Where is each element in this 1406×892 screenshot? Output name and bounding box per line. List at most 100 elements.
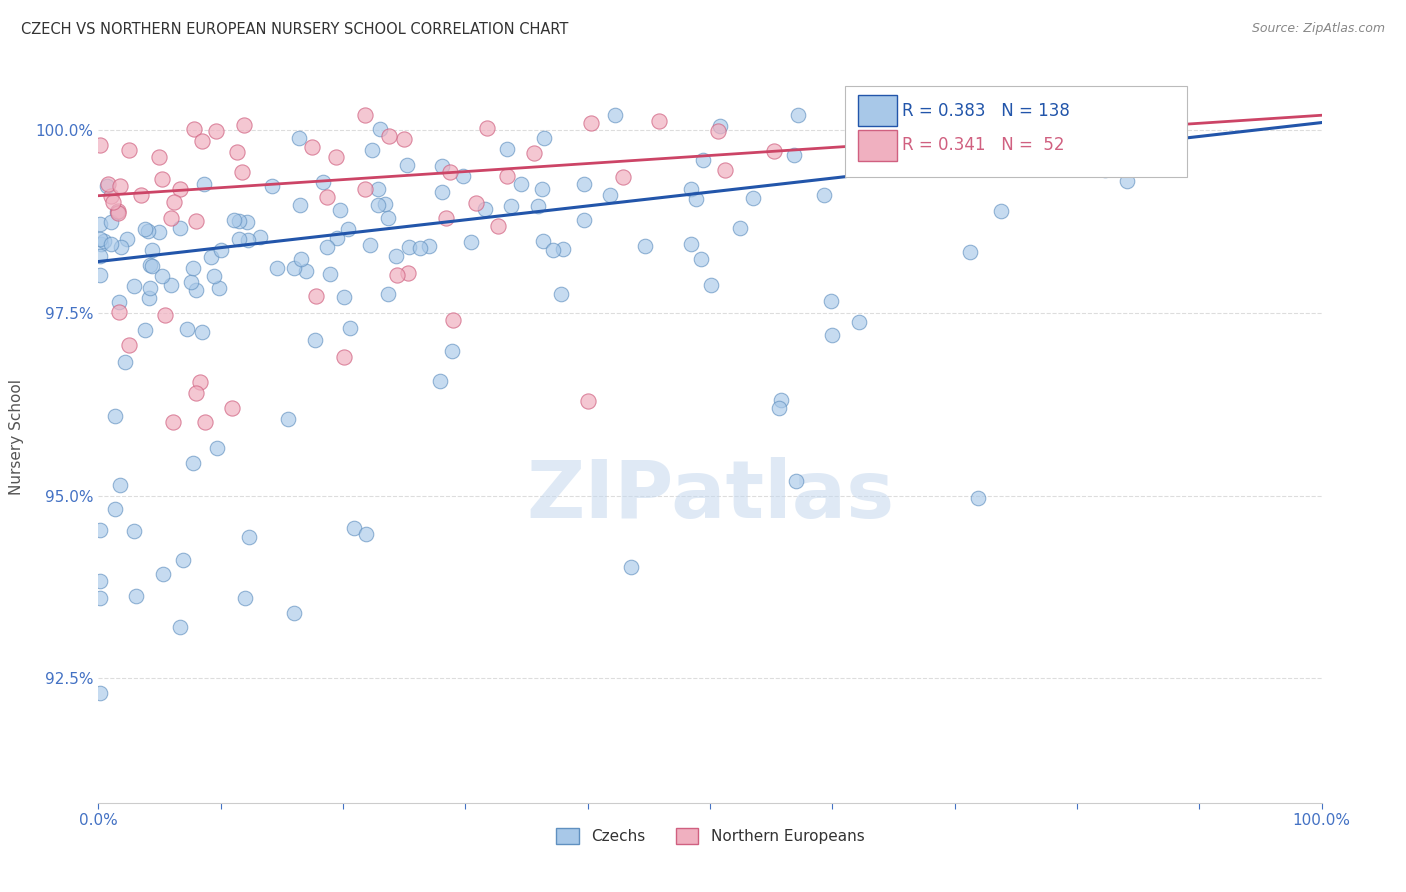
- Point: [576, 393, 599, 408]
- Text: R = 0.341   N =  52: R = 0.341 N = 52: [903, 136, 1064, 154]
- Point: [184, 284, 207, 298]
- Point: [141, 259, 163, 273]
- Point: [337, 222, 360, 236]
- Point: [108, 478, 131, 492]
- Point: [326, 231, 349, 245]
- Point: [134, 221, 156, 235]
- Point: [169, 620, 191, 634]
- Point: [193, 177, 215, 191]
- Point: [176, 322, 198, 336]
- Point: [200, 250, 222, 264]
- Point: [208, 281, 231, 295]
- Point: [221, 401, 243, 416]
- Point: [475, 121, 498, 136]
- Point: [233, 118, 256, 132]
- Point: [439, 165, 461, 179]
- Point: [441, 313, 464, 327]
- Point: [238, 530, 260, 544]
- Point: [689, 252, 711, 266]
- Point: [813, 188, 835, 202]
- Point: [329, 203, 352, 218]
- Point: [100, 237, 122, 252]
- Point: [523, 145, 546, 160]
- Text: ZIPatlas: ZIPatlas: [526, 457, 894, 534]
- Point: [301, 140, 323, 154]
- Point: [353, 182, 375, 196]
- Point: [277, 411, 299, 425]
- Point: [432, 159, 454, 173]
- Point: [709, 119, 731, 133]
- Point: [107, 305, 129, 319]
- Point: [118, 338, 141, 352]
- Point: [574, 212, 596, 227]
- Point: [305, 288, 328, 302]
- Point: [579, 115, 602, 129]
- Point: [150, 171, 173, 186]
- Point: [89, 268, 111, 283]
- Point: [848, 315, 870, 329]
- Point: [233, 591, 256, 605]
- Point: [354, 526, 377, 541]
- Point: [332, 290, 354, 304]
- Point: [315, 189, 337, 203]
- Point: [361, 143, 384, 157]
- Point: [762, 144, 785, 158]
- Point: [181, 260, 204, 275]
- Point: [141, 243, 163, 257]
- Point: [231, 164, 253, 178]
- Point: [260, 179, 283, 194]
- Point: [990, 204, 1012, 219]
- Point: [186, 386, 208, 401]
- Point: [115, 232, 138, 246]
- Point: [169, 182, 191, 196]
- Point: [783, 148, 806, 162]
- Point: [139, 280, 162, 294]
- Point: [150, 269, 173, 284]
- Point: [122, 278, 145, 293]
- Point: [205, 123, 228, 137]
- Point: [222, 212, 245, 227]
- Point: [104, 409, 127, 423]
- Point: [129, 188, 152, 202]
- Point: [486, 219, 509, 234]
- Point: [377, 287, 399, 301]
- Point: [100, 189, 122, 203]
- Point: [138, 291, 160, 305]
- Point: [89, 232, 111, 246]
- Point: [418, 239, 440, 253]
- Point: [967, 491, 990, 506]
- Point: [429, 374, 451, 388]
- Point: [169, 221, 191, 235]
- Point: [612, 169, 634, 184]
- Point: [172, 553, 194, 567]
- Point: [160, 211, 183, 225]
- Point: [707, 124, 730, 138]
- Point: [395, 158, 418, 172]
- Point: [287, 131, 309, 145]
- Point: [385, 268, 408, 282]
- Point: [354, 108, 377, 122]
- Text: CZECH VS NORTHERN EUROPEAN NURSERY SCHOOL CORRELATION CHART: CZECH VS NORTHERN EUROPEAN NURSERY SCHOO…: [21, 22, 568, 37]
- Point: [191, 134, 214, 148]
- Point: [941, 153, 963, 168]
- Point: [396, 266, 419, 280]
- Point: [228, 232, 250, 246]
- Point: [370, 121, 392, 136]
- Point: [236, 215, 259, 229]
- Point: [785, 474, 807, 488]
- FancyBboxPatch shape: [858, 130, 897, 161]
- FancyBboxPatch shape: [858, 95, 897, 127]
- Point: [283, 606, 305, 620]
- Point: [603, 108, 626, 122]
- Point: [377, 211, 399, 226]
- Point: [620, 559, 643, 574]
- Point: [207, 442, 229, 456]
- Point: [184, 213, 207, 227]
- Point: [266, 260, 288, 275]
- Point: [162, 416, 184, 430]
- Point: [89, 249, 111, 263]
- Point: [1116, 173, 1139, 187]
- Point: [228, 213, 250, 227]
- Point: [104, 502, 127, 516]
- Point: [599, 188, 621, 202]
